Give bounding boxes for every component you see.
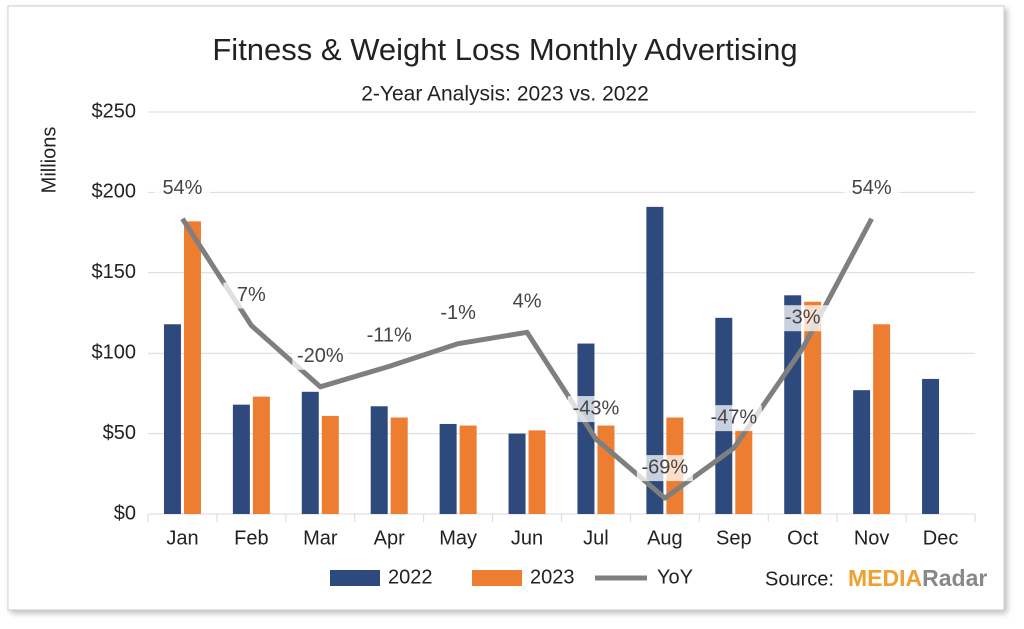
data-label: 54%: [162, 177, 202, 199]
label-background: [636, 455, 693, 482]
label-background: [430, 300, 487, 327]
logo-part: Radar: [922, 565, 987, 591]
x-tick-label: Aug: [647, 527, 683, 549]
data-label: 4%: [513, 291, 542, 313]
data-label: -69%: [642, 456, 689, 478]
bar: [370, 406, 388, 514]
bar: [163, 324, 181, 514]
bar: [301, 391, 319, 514]
y-tick-label: $50: [103, 422, 136, 444]
x-tick-label: Jul: [583, 527, 609, 549]
bar: [183, 221, 201, 514]
label-background: [843, 175, 900, 202]
bar: [597, 425, 615, 514]
x-tick-label: Feb: [234, 527, 268, 549]
label-background: [292, 343, 349, 370]
legend-label: 2022: [388, 566, 433, 588]
label-background: [774, 305, 831, 332]
y-tick-label: $100: [92, 341, 137, 363]
bar: [853, 390, 871, 514]
legend-label: 2023: [530, 566, 575, 588]
bar: [873, 324, 891, 514]
logo-part: MEDIA: [848, 565, 922, 591]
bar: [735, 430, 753, 514]
y-tick-label: $250: [92, 100, 137, 122]
x-tick-label: Oct: [787, 527, 819, 549]
label-background: [361, 323, 418, 350]
x-tick-label: Dec: [923, 527, 959, 549]
source-logo: MEDIARadar: [848, 565, 987, 591]
bar: [321, 415, 339, 514]
bar: [390, 417, 408, 514]
x-tick-label: Nov: [854, 527, 890, 549]
bar: [439, 423, 457, 514]
x-tick-label: Jan: [166, 527, 198, 549]
bar: [252, 396, 270, 514]
bar: [646, 206, 664, 514]
label-background: [223, 282, 280, 309]
chart-title: Fitness & Weight Loss Monthly Advertisin…: [212, 32, 797, 67]
bar: [508, 433, 526, 514]
legend-swatch: [330, 570, 380, 586]
label-background: [499, 289, 556, 316]
bar: [784, 295, 802, 514]
legend-label: YoY: [657, 566, 693, 588]
data-label: -3%: [785, 306, 821, 328]
label-background: [154, 175, 211, 202]
bar: [577, 343, 595, 514]
data-label: 7%: [237, 284, 266, 306]
bar: [232, 404, 250, 514]
bar: [922, 378, 940, 514]
source-label: Source:: [765, 568, 834, 590]
data-label: 54%: [852, 177, 892, 199]
bar: [528, 430, 546, 514]
data-label: -11%: [367, 325, 412, 347]
bar: [459, 425, 477, 514]
data-label: -47%: [710, 406, 757, 428]
x-tick-label: Sep: [716, 527, 752, 549]
bar: [804, 301, 822, 514]
legend-swatch: [472, 570, 522, 586]
x-tick-label: May: [439, 527, 477, 549]
y-axis-label: Millions: [38, 127, 60, 194]
y-tick-label: $0: [114, 502, 136, 524]
label-background: [705, 405, 762, 432]
x-tick-label: Jun: [511, 527, 543, 549]
x-tick-label: Apr: [374, 527, 405, 549]
data-label: -1%: [440, 302, 476, 324]
chart-subtitle: 2-Year Analysis: 2023 vs. 2022: [361, 83, 649, 106]
data-label: -43%: [573, 397, 620, 419]
label-background: [567, 396, 624, 423]
data-label: -20%: [297, 345, 344, 367]
x-tick-label: Mar: [303, 527, 338, 549]
y-tick-label: $200: [92, 181, 137, 203]
y-tick-label: $150: [92, 261, 137, 283]
